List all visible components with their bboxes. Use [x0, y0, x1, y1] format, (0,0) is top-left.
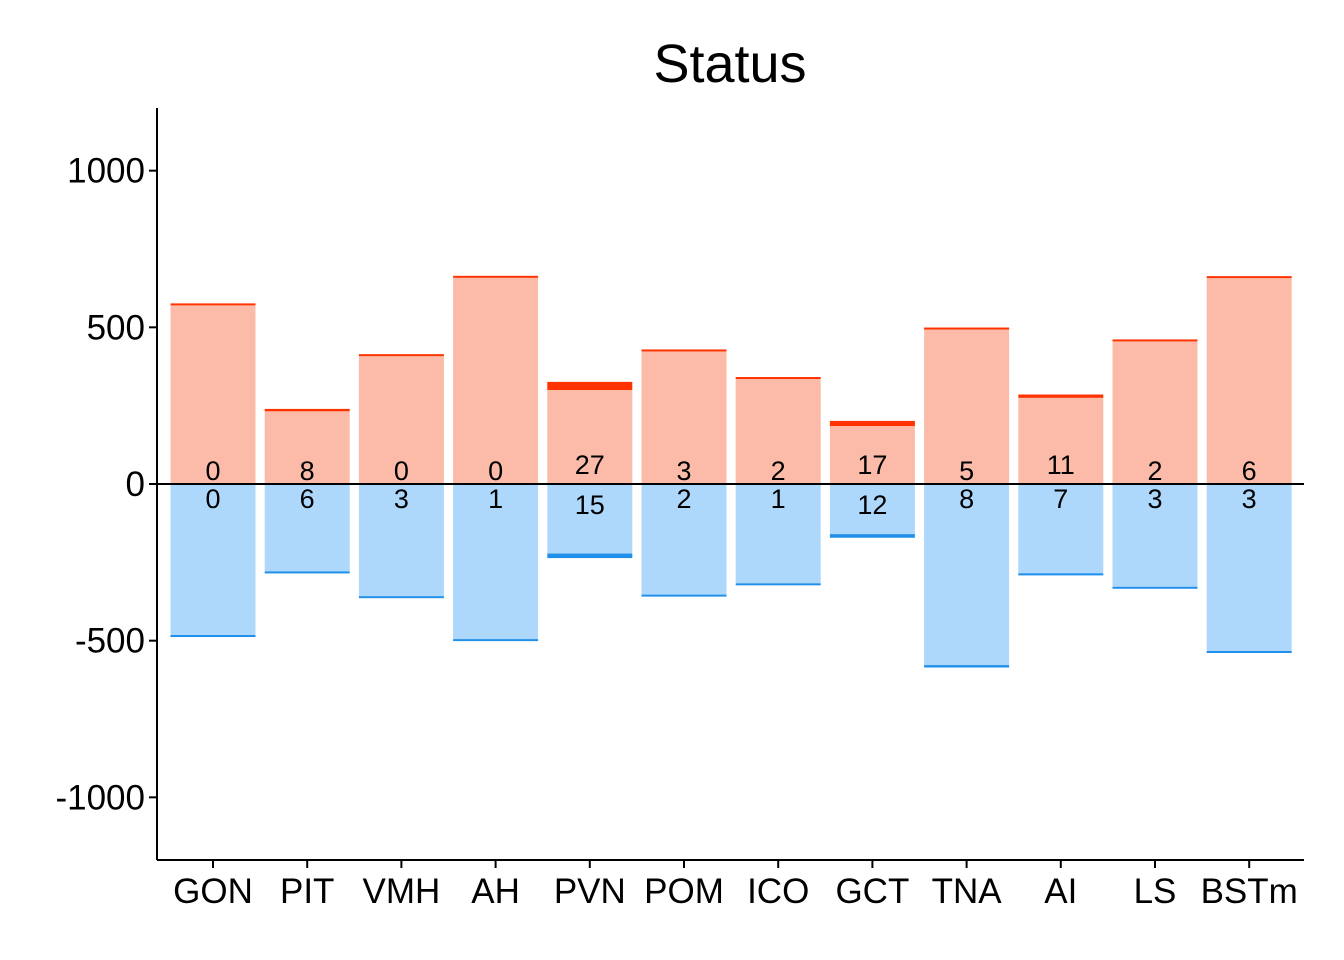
bar-negative-dark-ai	[1018, 573, 1104, 576]
bar-positive-light-pom	[641, 351, 727, 484]
x-tick-label-pvn: PVN	[554, 872, 626, 911]
data-label-top-ico: 2	[771, 456, 786, 486]
x-tick-label-vmh: VMH	[363, 872, 441, 911]
bar-positive-dark-ai	[1018, 394, 1104, 398]
x-tick-label-ls: LS	[1134, 872, 1177, 911]
bar-positive-dark-bstm	[1206, 276, 1292, 279]
bar-negative-light-pit	[264, 484, 350, 572]
x-tick-label-pit: PIT	[280, 872, 334, 911]
bar-negative-light-ai	[1018, 484, 1104, 574]
bar-positive-dark-ls	[1112, 339, 1198, 342]
x-tick-label-pom: POM	[644, 872, 724, 911]
data-label-top-ah: 0	[488, 456, 503, 486]
bar-positive-dark-pom	[641, 349, 727, 352]
bar-negative-light-bstm	[1206, 484, 1292, 652]
bar-negative-dark-tna	[924, 665, 1010, 668]
x-tick-label-gon: GON	[173, 872, 253, 911]
y-tick-label: 0	[126, 465, 145, 504]
y-tick-label: 1000	[67, 152, 145, 191]
data-label-bottom-pvn: 15	[575, 490, 605, 520]
bar-positive-light-vmh	[358, 356, 444, 484]
y-tick-label: -1000	[55, 778, 145, 817]
data-label-top-pvn: 27	[575, 450, 605, 480]
bar-negative-dark-ico	[735, 583, 821, 586]
data-label-bottom-ls: 3	[1147, 484, 1162, 514]
bar-negative-dark-pvn	[547, 553, 633, 559]
x-tick-label-gct: GCT	[835, 872, 909, 911]
data-label-top-bstm: 6	[1242, 456, 1257, 486]
bar-negative-dark-pit	[264, 571, 350, 574]
data-label-bottom-ai: 7	[1053, 484, 1068, 514]
bar-positive-dark-pvn	[547, 381, 633, 390]
y-tick-label: 500	[87, 308, 145, 347]
data-label-top-pit: 8	[300, 456, 315, 486]
data-label-top-vmh: 0	[394, 456, 409, 486]
bar-negative-dark-gon	[170, 635, 256, 638]
bar-negative-light-pvn	[547, 484, 633, 554]
data-label-top-pom: 3	[676, 456, 691, 486]
bar-negative-light-ico	[735, 484, 821, 584]
data-label-bottom-vmh: 3	[394, 484, 409, 514]
data-label-bottom-ah: 1	[488, 484, 503, 514]
bar-negative-dark-ls	[1112, 586, 1198, 589]
data-label-bottom-gct: 12	[857, 490, 887, 520]
bar-positive-dark-gct	[829, 420, 915, 427]
bar-positive-dark-ico	[735, 377, 821, 380]
x-tick-label-ico: ICO	[747, 872, 809, 911]
bar-positive-dark-tna	[924, 327, 1010, 330]
y-tick-label: -500	[75, 622, 145, 661]
bar-negative-dark-ah	[453, 639, 539, 642]
bar-negative-dark-pom	[641, 594, 727, 597]
bar-negative-light-gct	[829, 484, 915, 535]
bars-group	[170, 275, 1292, 668]
data-label-bottom-pom: 2	[676, 484, 691, 514]
bar-negative-light-ls	[1112, 484, 1198, 587]
bar-positive-light-gct	[829, 426, 915, 484]
data-label-top-gct: 17	[857, 450, 887, 480]
data-label-bottom-ico: 1	[771, 484, 786, 514]
data-label-top-ai: 11	[1047, 450, 1075, 480]
bar-positive-light-gon	[170, 305, 256, 484]
bar-positive-dark-ah	[453, 275, 539, 278]
bar-positive-light-bstm	[1206, 278, 1292, 484]
bar-negative-light-pom	[641, 484, 727, 595]
bar-positive-light-pit	[264, 411, 350, 484]
bar-negative-dark-bstm	[1206, 651, 1292, 654]
bar-negative-light-vmh	[358, 484, 444, 597]
bar-negative-dark-vmh	[358, 596, 444, 599]
bar-positive-light-ls	[1112, 341, 1198, 484]
data-label-bottom-pit: 6	[300, 484, 315, 514]
data-label-top-tna: 5	[959, 456, 974, 486]
chart-title: Status	[653, 34, 806, 94]
data-label-bottom-gon: 0	[205, 484, 220, 514]
x-tick-label-bstm: BSTm	[1201, 872, 1298, 911]
axes-group: GON PIT VMH AH PVN POM ICO GCT TNA AI LS BSTm -1000 -…	[55, 108, 1304, 911]
bar-positive-light-ah	[453, 277, 539, 484]
bar-positive-light-ai	[1018, 397, 1104, 484]
bar-negative-light-gon	[170, 484, 256, 636]
bar-positive-dark-pit	[264, 408, 350, 412]
x-tick-label-tna: TNA	[932, 872, 1003, 911]
data-label-bottom-bstm: 3	[1242, 484, 1257, 514]
bar-positive-light-ico	[735, 379, 821, 484]
data-label-bottom-tna: 8	[959, 484, 974, 514]
x-tick-label-ah: AH	[471, 872, 520, 911]
bar-negative-light-ah	[453, 484, 539, 640]
bar-positive-dark-vmh	[358, 354, 444, 357]
x-tick-label-ai: AI	[1044, 872, 1077, 911]
bar-positive-dark-gon	[170, 303, 256, 306]
bar-negative-light-tna	[924, 484, 1010, 666]
data-label-top-gon: 0	[205, 456, 220, 486]
bar-positive-light-tna	[924, 329, 1010, 484]
data-label-top-ls: 2	[1147, 456, 1162, 486]
bar-positive-light-pvn	[547, 390, 633, 484]
bar-negative-dark-gct	[829, 534, 915, 538]
